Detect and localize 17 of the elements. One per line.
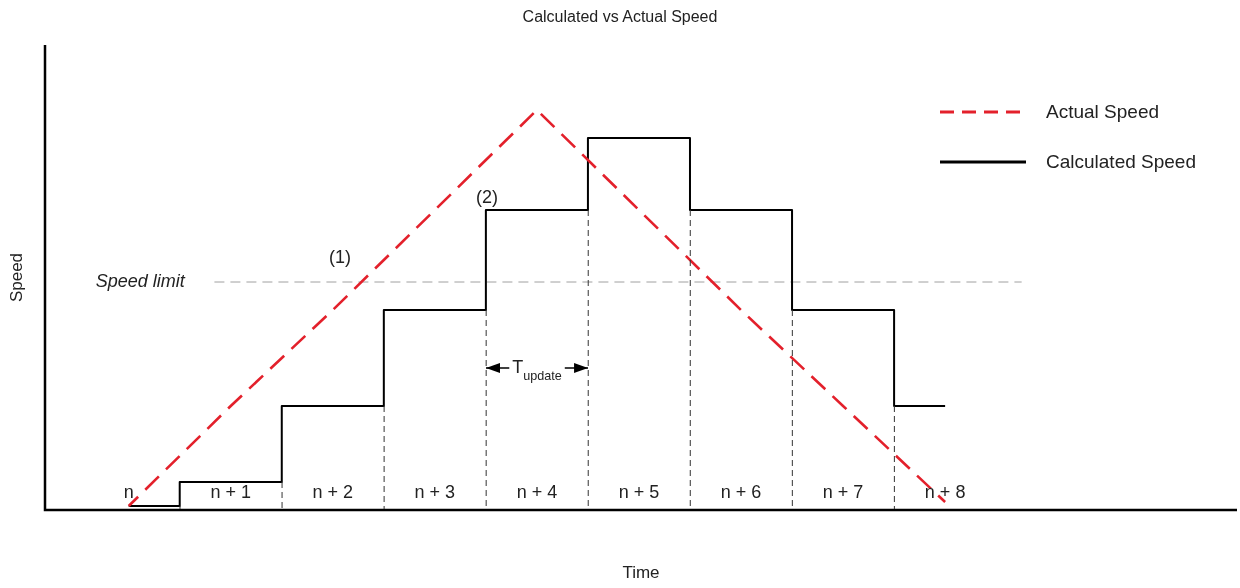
- x-tick-label: n + 3: [414, 481, 456, 502]
- y-axis-title: Speed: [6, 252, 26, 303]
- x-axis-title: Time: [622, 562, 660, 582]
- chart-title: Calculated vs Actual Speed: [522, 8, 718, 26]
- legend-label: Actual Speed: [1046, 101, 1160, 123]
- x-tick-label: n + 1: [210, 481, 252, 502]
- x-tick-label: n + 4: [516, 481, 558, 502]
- x-tick-label: n + 7: [822, 481, 864, 502]
- x-tick-label: n + 8: [924, 481, 966, 502]
- x-tick-label: n: [123, 481, 134, 502]
- x-tick-label: n + 6: [720, 481, 762, 502]
- annotation: (1): [328, 246, 351, 267]
- x-tick-label: n + 2: [312, 481, 354, 502]
- legend-label: Calculated Speed: [1046, 151, 1196, 173]
- ref-line-label: Speed limit: [95, 271, 186, 291]
- annotation: (2): [475, 186, 498, 207]
- x-tick-label: n + 5: [618, 481, 660, 502]
